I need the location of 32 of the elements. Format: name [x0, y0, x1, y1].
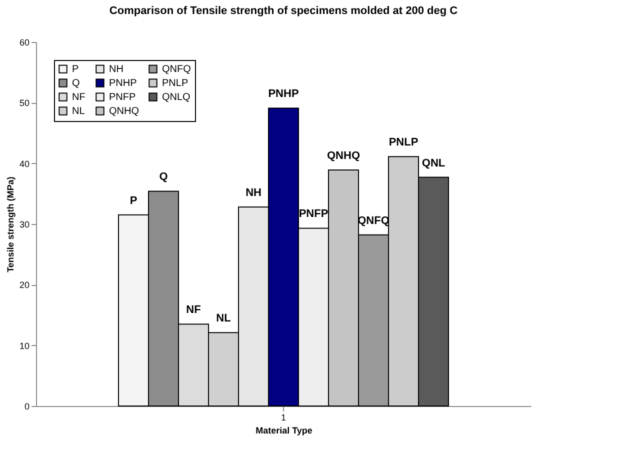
data-label: PNLP — [388, 136, 418, 149]
legend-label: Q — [72, 78, 80, 89]
y-tick-label: 60 — [19, 38, 30, 48]
y-tick-label: 30 — [19, 220, 30, 230]
legend-label: PNFP — [109, 92, 136, 103]
legend-label: NF — [72, 92, 86, 103]
y-tick-label: 0 — [24, 402, 30, 412]
y-tick-label: 50 — [19, 98, 30, 108]
legend-label: QNHQ — [109, 106, 140, 117]
data-label: P — [130, 194, 138, 207]
x-axis-title: Material Type — [256, 426, 312, 436]
y-tick-label: 40 — [19, 158, 30, 169]
legend-label: PNLP — [162, 78, 188, 89]
legend-label: NL — [72, 106, 86, 117]
data-label: QNHQ — [327, 150, 360, 162]
y-tick-label: 20 — [19, 280, 30, 290]
legend-label: QNLQ — [162, 92, 191, 103]
legend-label: QNFQ — [162, 64, 192, 76]
data-label: NH — [246, 187, 262, 200]
data-label: NL — [216, 312, 232, 325]
y-axis-title: Tensile strength (MPa) — [5, 176, 16, 272]
y-tick-label: 10 — [19, 340, 30, 351]
x-tick-label: 1 — [280, 412, 286, 422]
data-label: Q — [159, 171, 168, 184]
data-label: PNHP — [268, 88, 299, 100]
data-label: NF — [186, 304, 202, 316]
chart-title: Comparison of Tensile strength of specimens molded at 200 deg C — [109, 5, 458, 17]
data-label: PNFP — [298, 208, 328, 220]
data-label: QNL — [422, 157, 446, 170]
legend-label: PNHP — [109, 78, 138, 89]
legend-label: P — [72, 64, 79, 76]
legend-label: NH — [109, 64, 124, 76]
